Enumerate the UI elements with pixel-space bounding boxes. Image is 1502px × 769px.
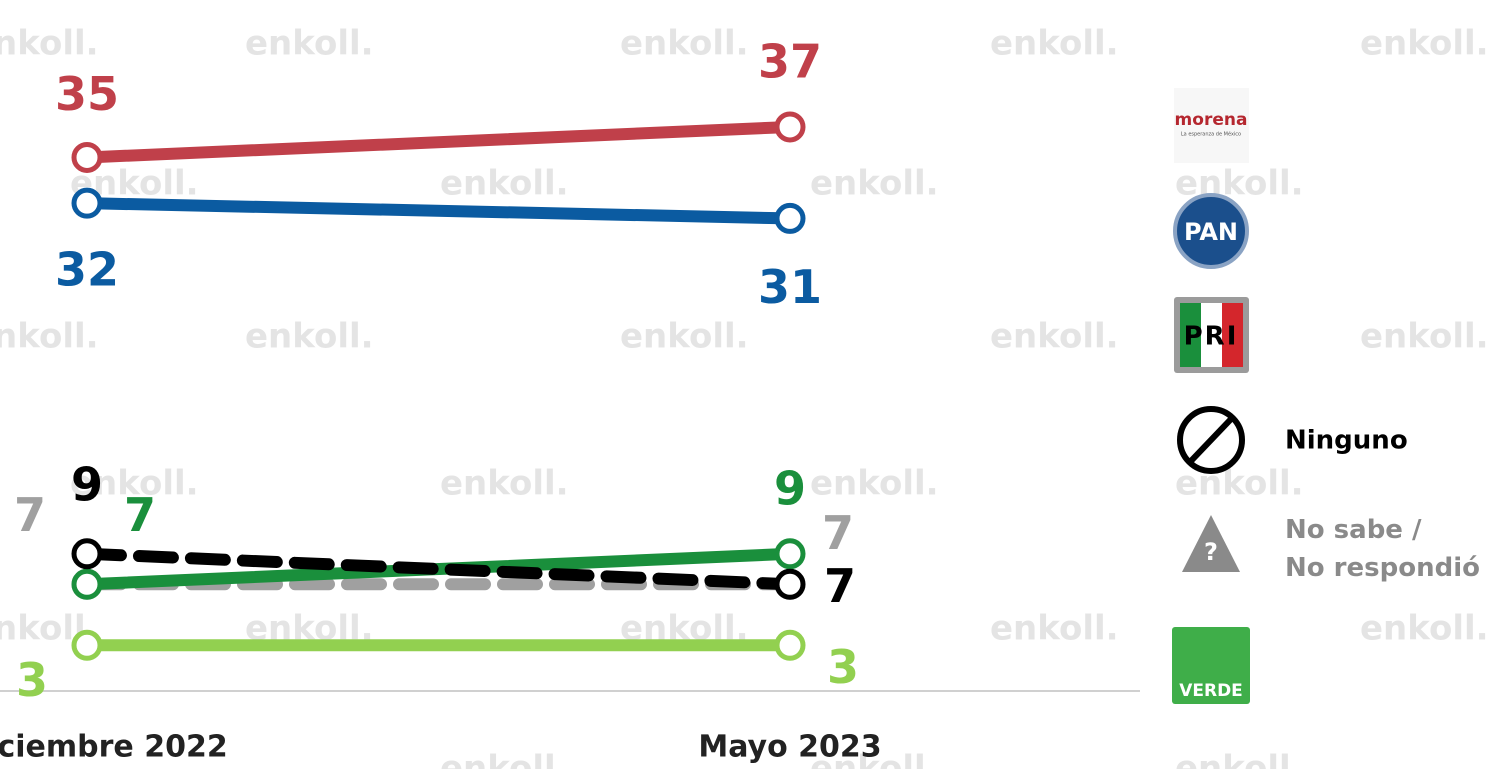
legend-label: PRI (1184, 322, 1239, 352)
value-label: 31 (758, 260, 822, 314)
value-label: 7 (822, 506, 854, 560)
point (774, 568, 806, 600)
nosabe-icon (1182, 515, 1240, 572)
watermark: enkoll. (245, 24, 374, 64)
legend-label: No sabe / No respondió (1285, 515, 1480, 583)
x-tick-label: Mayo 2023 (698, 730, 881, 765)
nosabe-icon-text: ? (1204, 538, 1218, 566)
legend-label: Ninguno (1285, 426, 1408, 456)
watermark: enkoll. (810, 164, 939, 204)
watermark: enkoll. (620, 317, 749, 357)
x-tick-label: Diciembre 2022 (0, 730, 228, 765)
point (774, 538, 806, 570)
value-label: 32 (55, 243, 119, 297)
watermark: enkoll. (1360, 609, 1489, 649)
watermark: enkoll. (1360, 317, 1489, 357)
value-label: 35 (55, 67, 119, 121)
value-label: 7 (124, 488, 156, 542)
watermark: enkoll. (810, 749, 939, 769)
pri-red (1222, 303, 1243, 367)
value-label: 37 (758, 34, 822, 88)
watermark: enkoll. (1360, 24, 1489, 64)
watermark: enkoll. (440, 464, 569, 504)
series-line (81, 547, 796, 591)
series-line (81, 120, 796, 164)
value-label: 7 (824, 559, 856, 613)
point (774, 111, 806, 143)
watermark: enkoll. (440, 749, 569, 769)
point (71, 187, 103, 219)
watermark: enkoll. (0, 317, 99, 357)
ninguno-icon (1177, 406, 1245, 474)
value-label: 9 (774, 461, 806, 515)
value-label: 9 (71, 457, 103, 511)
logo-subtitle: La esperanza de México (1181, 131, 1241, 138)
point (71, 568, 103, 600)
watermark: enkoll. (990, 609, 1119, 649)
watermark: enkoll. (810, 464, 939, 504)
ninguno-slash (1187, 415, 1235, 465)
series-line (81, 197, 796, 225)
value-label: 3 (827, 640, 859, 694)
point (71, 538, 103, 570)
watermark: enkoll. (245, 317, 374, 357)
value-label: 3 (16, 653, 48, 707)
watermark: enkoll. (0, 24, 99, 64)
legend-label: VERDE (1179, 681, 1243, 701)
pri-green (1180, 303, 1201, 367)
point (71, 629, 103, 661)
watermark: enkoll. (1175, 749, 1304, 769)
point (774, 629, 806, 661)
pri-white (1201, 303, 1222, 367)
morena-logo (1174, 88, 1249, 163)
watermark: enkoll. (440, 164, 569, 204)
value-label: 7 (14, 488, 46, 542)
watermark: enkoll. (990, 24, 1119, 64)
watermark: enkoll. (620, 24, 749, 64)
legend-label: morena (1175, 110, 1248, 130)
legend: morena La esperanza de México PAN PRI Ni… (1172, 88, 1480, 704)
watermark: enkoll. (990, 317, 1119, 357)
pan-logo (1173, 193, 1249, 269)
legend-label: PAN (1184, 218, 1238, 246)
verde-logo (1172, 627, 1250, 704)
point (71, 141, 103, 173)
watermark: enkoll. (70, 464, 199, 504)
watermarks: enkoll. enkoll. enkoll. enkoll. enkoll. enkol… (0, 24, 1489, 769)
point (774, 202, 806, 234)
